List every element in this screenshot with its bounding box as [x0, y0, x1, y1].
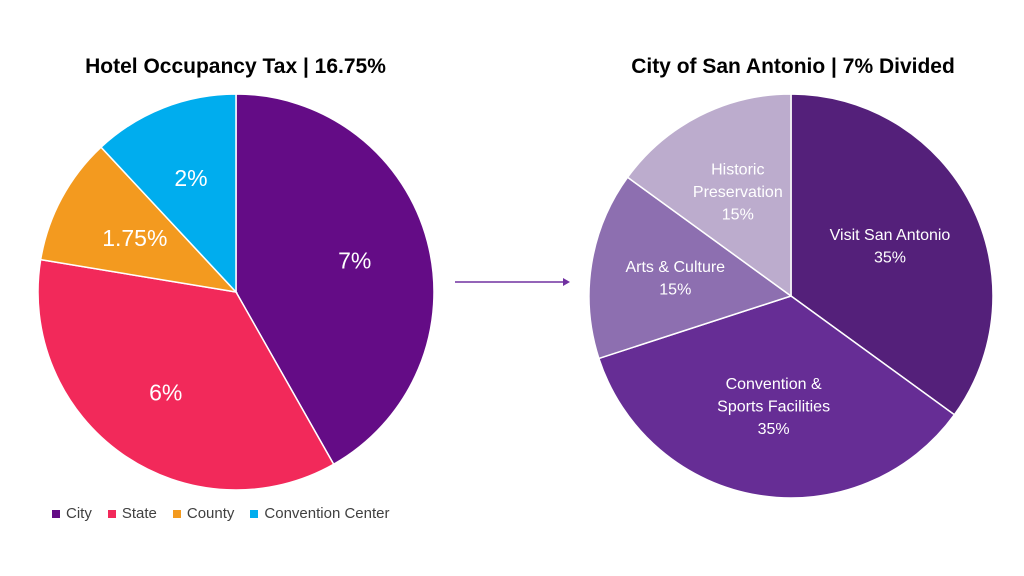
legend-swatch	[250, 509, 259, 518]
slice-visit-san-antonio	[790, 93, 994, 416]
legend-swatch	[172, 509, 181, 518]
legend-item-county: County	[172, 505, 235, 522]
arrow-icon	[455, 278, 570, 286]
data-label-county: 1.75%	[102, 225, 167, 251]
slice-state	[37, 258, 335, 491]
legend-item-convention-center: Convention Center	[250, 505, 389, 522]
data-label-convention-and-sports-facilities: Convention & Sports Facilities 35%	[717, 376, 830, 438]
slice-city	[235, 93, 435, 466]
data-label-city: 7%	[338, 248, 371, 274]
slice-convention-center	[99, 93, 237, 294]
data-label-state: 6%	[149, 380, 182, 406]
data-label-visit-san-antonio: Visit San Antonio 35%	[830, 227, 951, 267]
legend-label: City	[66, 505, 92, 522]
slice-historic-preservation	[626, 93, 792, 298]
left-chart-title: Hotel Occupancy Tax | 16.75%	[85, 55, 386, 78]
legend-swatch	[52, 509, 60, 518]
legend-swatch	[107, 509, 116, 518]
slice-county	[39, 146, 239, 294]
right-chart-title: City of San Antonio | 7% Divided	[631, 55, 955, 78]
left-chart-legend: City State County Convention Center	[52, 505, 389, 522]
legend-item-state: State	[107, 505, 157, 522]
legend-label: Convention Center	[264, 505, 390, 522]
data-label-historic-preservation: Historic Preservation 15%	[693, 162, 783, 224]
legend-item-city: City	[52, 505, 92, 522]
slice-arts-and-culture	[588, 176, 793, 360]
slice-convention-and-sports-facilities	[597, 295, 956, 499]
legend-label: State	[121, 505, 157, 522]
data-label-convention-center: 2%	[174, 165, 207, 191]
legend-label: County	[186, 505, 235, 522]
data-label-arts-and-culture: Arts & Culture 15%	[625, 259, 725, 299]
